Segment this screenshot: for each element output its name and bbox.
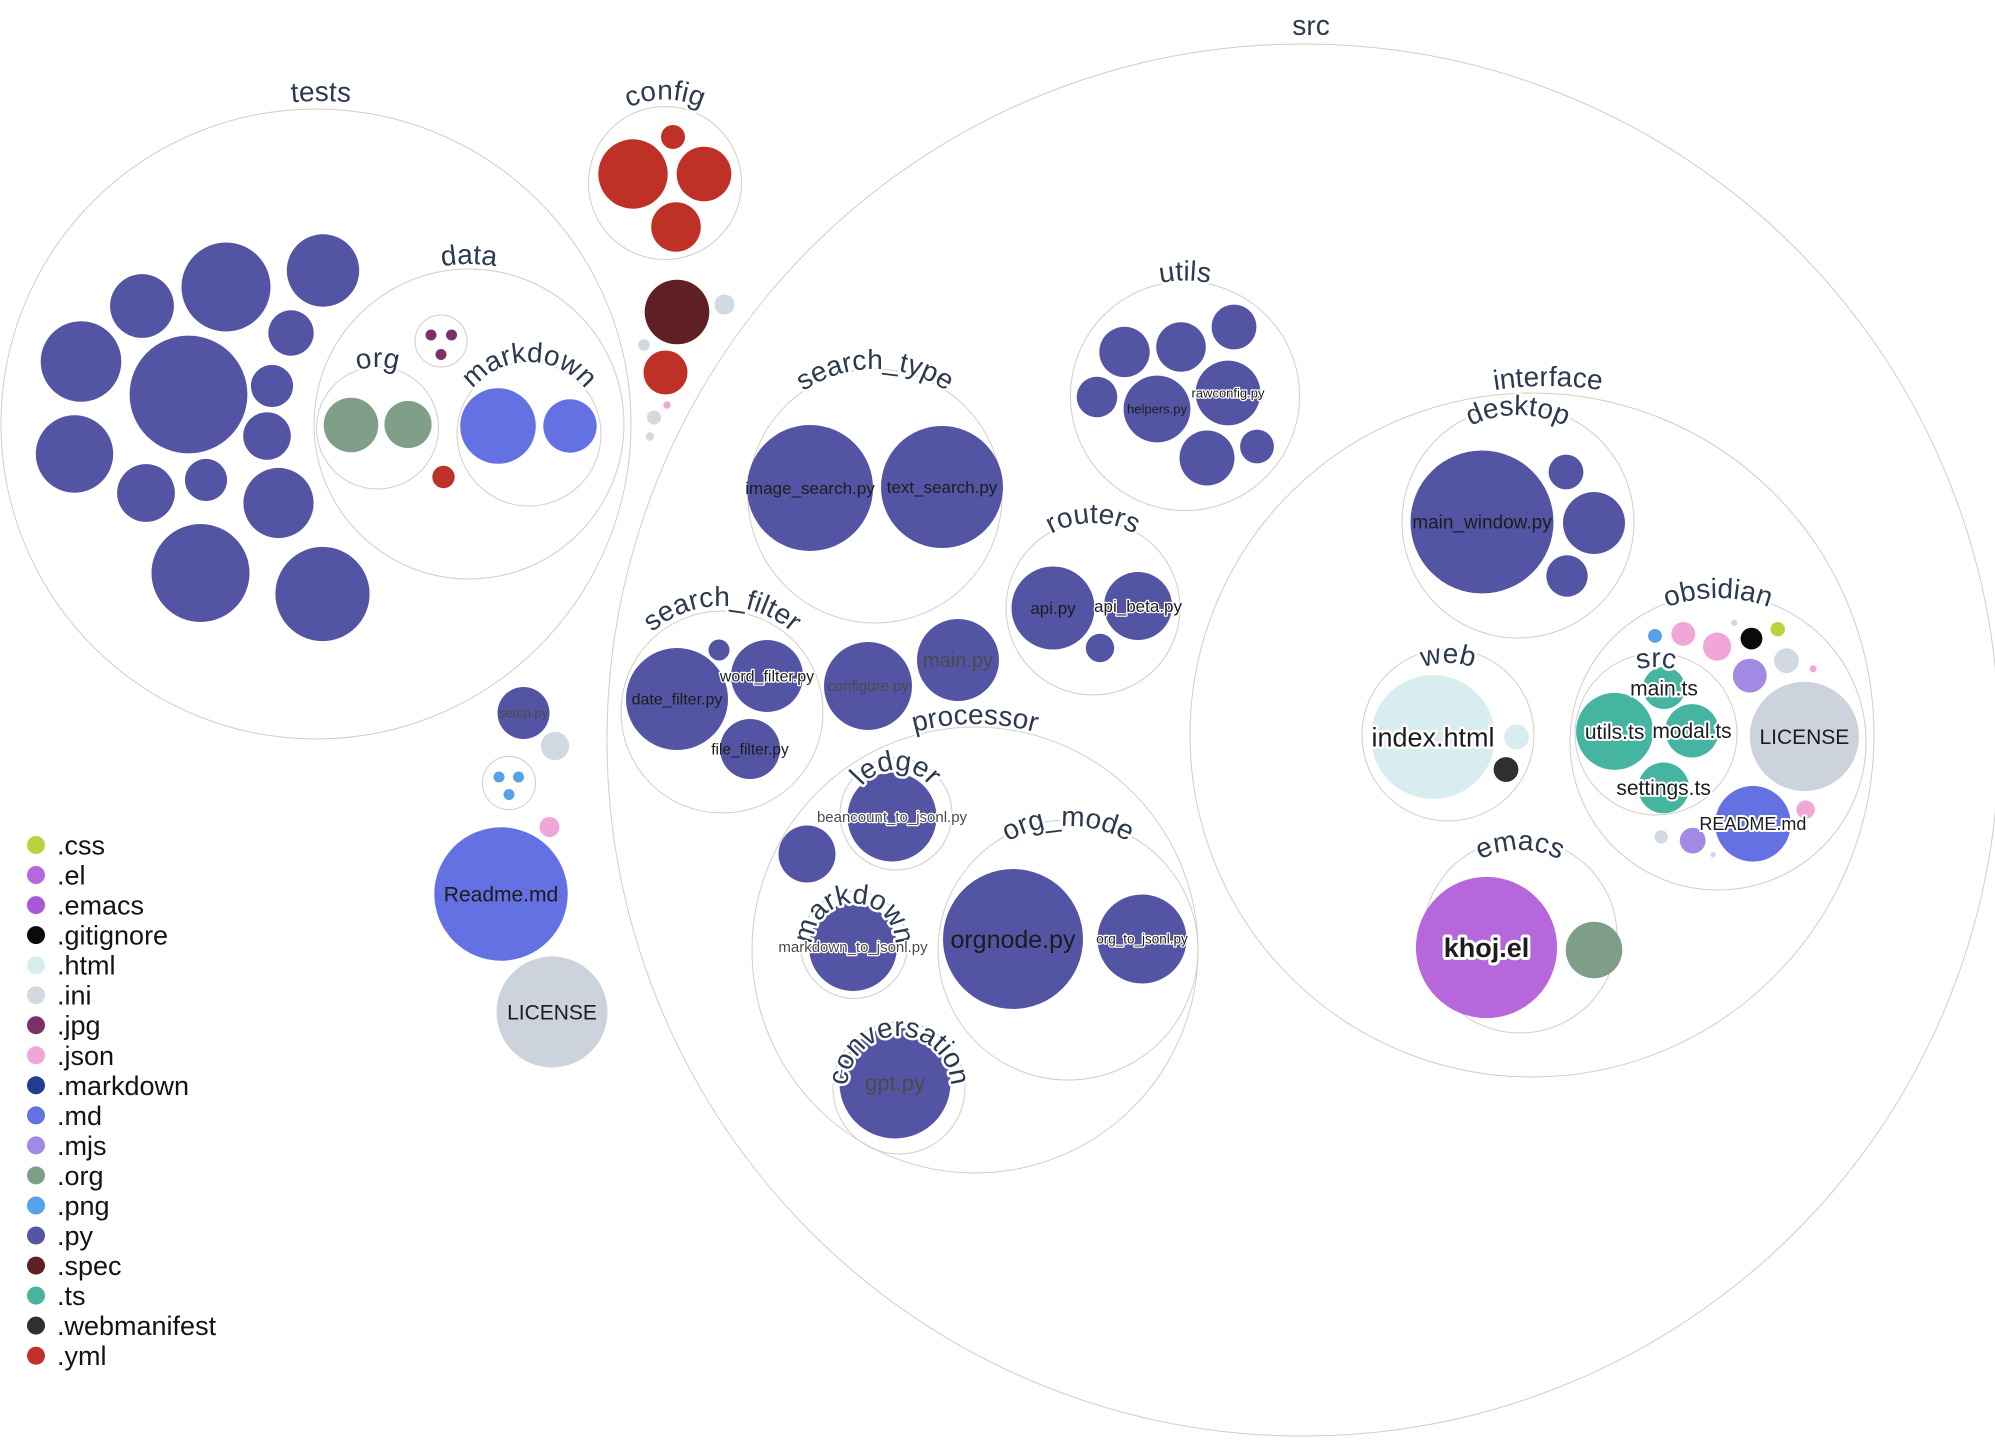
- svg-text:configure.py: configure.py: [827, 678, 909, 695]
- svg-text:emacs: emacs: [1471, 825, 1570, 865]
- svg-text:.py: .py: [57, 1221, 94, 1251]
- svg-text:word_filter.py: word_filter.py: [719, 669, 814, 686]
- svg-text:.gitignore: .gitignore: [57, 921, 168, 951]
- svg-text:config: config: [620, 74, 710, 113]
- svg-text:rawconfig.py: rawconfig.py: [1192, 386, 1265, 401]
- svg-text:main.ts: main.ts: [1630, 677, 1698, 700]
- svg-text:routers: routers: [1040, 498, 1145, 539]
- svg-text:.yml: .yml: [57, 1341, 107, 1371]
- svg-text:.json: .json: [57, 1041, 114, 1071]
- svg-text:data: data: [439, 239, 500, 272]
- svg-text:setup.py: setup.py: [499, 706, 549, 721]
- svg-text:.el: .el: [57, 861, 86, 891]
- svg-text:khoj.el: khoj.el: [1444, 933, 1530, 963]
- svg-text:.mjs: .mjs: [57, 1131, 107, 1161]
- svg-text:Readme.md: Readme.md: [444, 883, 558, 906]
- svg-text:.spec: .spec: [57, 1251, 122, 1281]
- svg-text:.markdown: .markdown: [57, 1071, 189, 1101]
- svg-text:LICENSE: LICENSE: [507, 1001, 597, 1024]
- svg-text:text_search.py: text_search.py: [887, 478, 998, 497]
- svg-text:.css: .css: [57, 831, 105, 861]
- svg-text:helpers.py: helpers.py: [1127, 402, 1187, 417]
- svg-text:.png: .png: [57, 1191, 110, 1221]
- svg-text:web: web: [1416, 638, 1479, 673]
- svg-text:api.py: api.py: [1030, 599, 1076, 618]
- svg-text:org_to_jsonl.py: org_to_jsonl.py: [1096, 932, 1188, 947]
- svg-text:src: src: [1633, 642, 1679, 675]
- svg-text:LICENSE: LICENSE: [1759, 726, 1849, 749]
- svg-text:.emacs: .emacs: [57, 891, 144, 921]
- svg-text:src: src: [1292, 10, 1330, 41]
- svg-text:markdown: markdown: [455, 337, 603, 393]
- svg-text:gpt.py: gpt.py: [865, 1071, 925, 1096]
- svg-text:org: org: [352, 342, 402, 376]
- svg-text:main.py: main.py: [923, 650, 993, 672]
- svg-text:image_search.py: image_search.py: [745, 479, 875, 498]
- svg-text:processor: processor: [908, 699, 1042, 738]
- svg-text:date_filter.py: date_filter.py: [632, 692, 723, 709]
- svg-text:beancount_to_jsonl.py: beancount_to_jsonl.py: [817, 809, 968, 826]
- svg-text:interface: interface: [1491, 361, 1605, 396]
- svg-text:.jpg: .jpg: [57, 1011, 101, 1041]
- svg-text:modal.ts: modal.ts: [1652, 720, 1731, 743]
- svg-text:.ts: .ts: [57, 1281, 86, 1311]
- svg-text:main_window.py: main_window.py: [1412, 513, 1552, 534]
- svg-text:search_filter: search_filter: [637, 581, 808, 637]
- svg-text:settings.ts: settings.ts: [1616, 777, 1711, 800]
- svg-text:desktop: desktop: [1461, 390, 1575, 432]
- svg-text:tests: tests: [290, 76, 353, 108]
- svg-text:.ini: .ini: [57, 981, 92, 1011]
- svg-text:.webmanifest: .webmanifest: [57, 1311, 217, 1341]
- svg-text:utils.ts: utils.ts: [1585, 721, 1645, 744]
- svg-text:org_mode: org_mode: [997, 801, 1140, 847]
- svg-text:api_beta.py: api_beta.py: [1094, 597, 1182, 616]
- svg-text:markdown_to_jsonl.py: markdown_to_jsonl.py: [778, 939, 928, 956]
- svg-text:search_type: search_type: [790, 344, 960, 396]
- svg-text:file_filter.py: file_filter.py: [711, 741, 789, 758]
- svg-text:.html: .html: [57, 951, 116, 981]
- svg-text:orgnode.py: orgnode.py: [950, 926, 1076, 954]
- svg-text:README.md: README.md: [1699, 814, 1806, 834]
- svg-text:.org: .org: [57, 1161, 104, 1191]
- svg-text:index.html: index.html: [1371, 723, 1494, 753]
- svg-text:.md: .md: [57, 1101, 102, 1131]
- svg-text:utils: utils: [1157, 255, 1214, 288]
- svg-text:obsidian: obsidian: [1659, 573, 1776, 613]
